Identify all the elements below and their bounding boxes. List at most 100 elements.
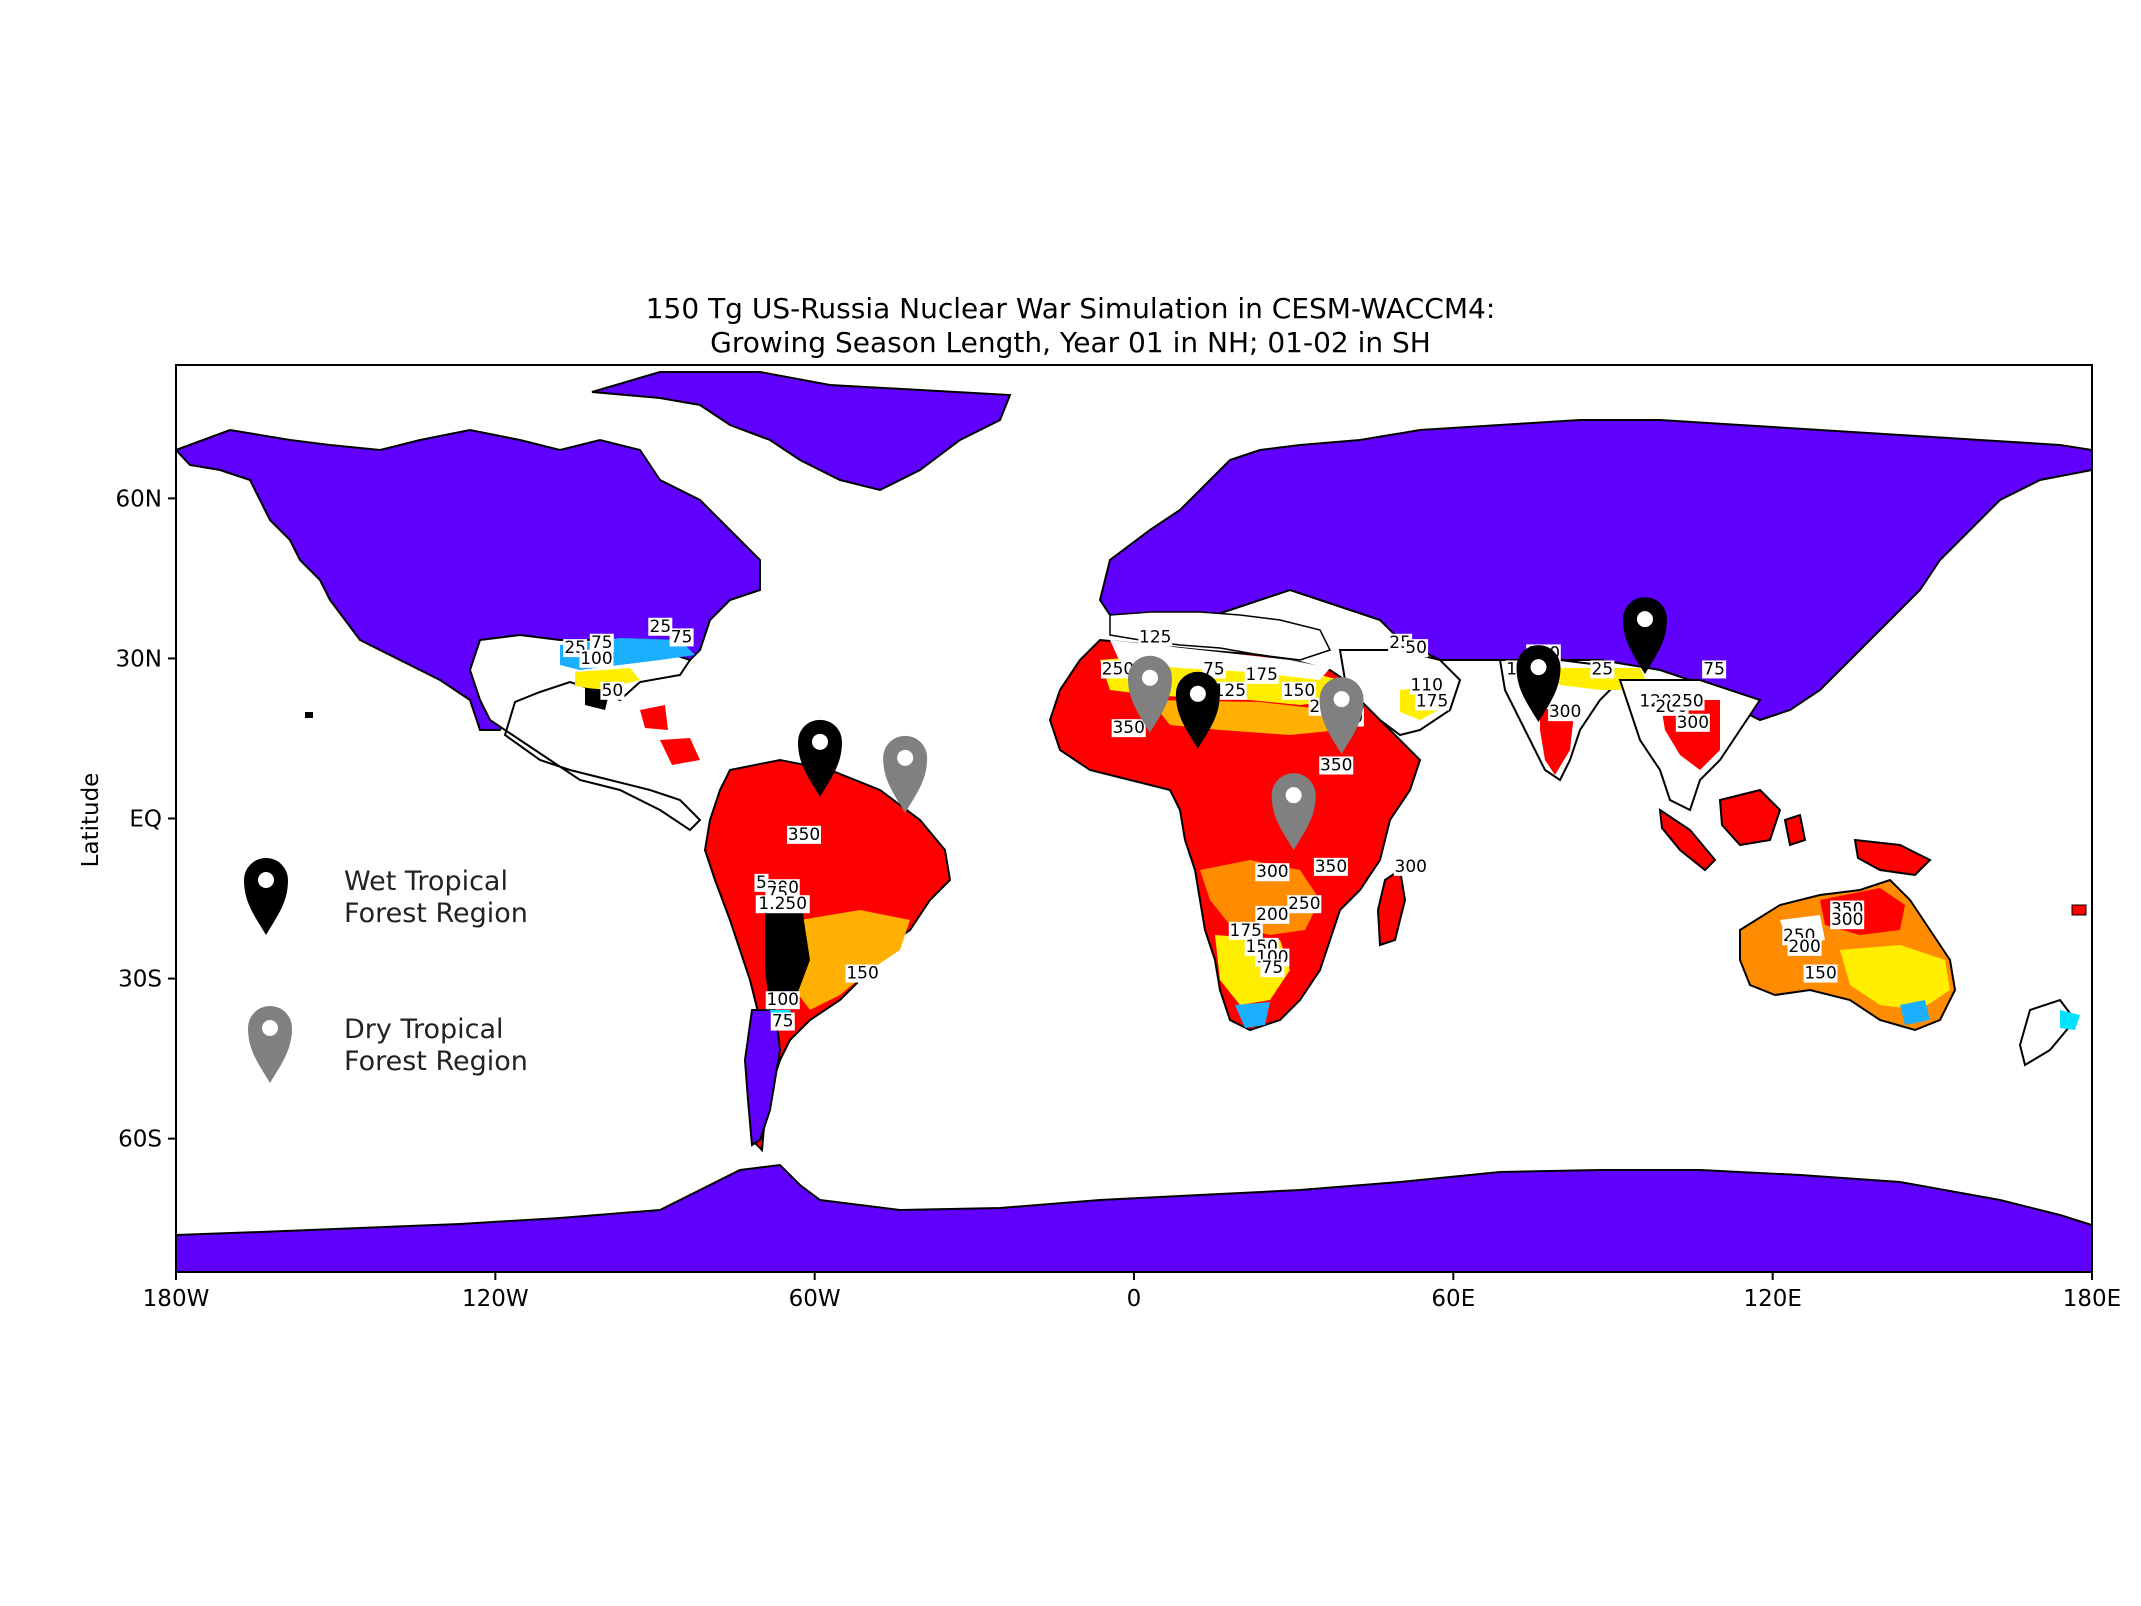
x-tick-label: 180W	[143, 1286, 210, 1312]
australia-yellow	[1840, 945, 1950, 1010]
marker-hole	[1285, 787, 1302, 804]
borneo	[1718, 788, 1782, 847]
contour-label-bg	[845, 964, 880, 983]
y-tick-label: 60N	[116, 486, 162, 512]
central-america-red	[640, 705, 668, 730]
contour-label: 250	[1288, 894, 1320, 914]
contour-label-bg	[1228, 921, 1263, 940]
contour-label: 300	[1549, 702, 1581, 722]
contour-label: 200	[1256, 905, 1288, 925]
marker-hole	[1333, 691, 1350, 708]
madagascar	[1376, 868, 1407, 947]
y-axis-ticks: 60N 30N EQ 30S 60S	[116, 486, 176, 1153]
contour-label: 125	[1139, 627, 1171, 647]
contour-label: 1.250	[758, 894, 807, 914]
marker-hole	[1530, 659, 1547, 676]
contour-label-bg	[1787, 937, 1822, 956]
dry-forest-marker	[883, 735, 928, 813]
contour-label-bg	[1670, 692, 1705, 711]
contour-label-bg	[1111, 719, 1146, 738]
legend-wet-line-2: Forest Region	[344, 898, 528, 929]
contour-label: 75	[1203, 659, 1225, 679]
dry-forest-marker	[1271, 773, 1316, 851]
contour-label-bg	[754, 873, 769, 892]
island	[2071, 904, 2087, 916]
sulawesi	[1783, 813, 1807, 847]
wet-forest-marker	[1622, 597, 1667, 675]
marker-hole	[811, 733, 828, 750]
y-tick-label: 30S	[118, 967, 162, 993]
contour-label: 350	[788, 825, 820, 845]
contour-label-bg	[1255, 863, 1290, 882]
contour-label-bg	[1260, 959, 1285, 978]
new-guinea	[1853, 838, 1932, 877]
x-tick-label: 120W	[462, 1286, 529, 1312]
marker-pin	[1271, 773, 1316, 851]
contour-label-bg	[1281, 681, 1316, 700]
marker-pin	[1175, 671, 1220, 749]
contour-label-bg	[1313, 857, 1348, 876]
contour-label: 300	[1395, 857, 1427, 877]
contour-label-bg	[1393, 857, 1428, 876]
x-tick-label: 180E	[2063, 1286, 2121, 1312]
island	[305, 712, 313, 718]
marker-pin	[883, 735, 928, 813]
southern-africa-orange	[1200, 860, 1320, 935]
new-zealand	[2018, 998, 2077, 1067]
contour-label: 300	[1677, 713, 1709, 733]
contour-label: 25	[650, 617, 672, 637]
contour-label-bg	[1255, 905, 1290, 924]
contour-label-bg	[1404, 639, 1429, 658]
contour-label: 350	[1320, 755, 1352, 775]
wet-forest-marker	[1516, 645, 1561, 723]
contour-label: 75	[671, 627, 693, 647]
forest-region-markers	[797, 597, 1667, 851]
contour-label: 300	[1831, 910, 1863, 930]
legend-dry-line-2: Forest Region	[344, 1046, 528, 1077]
contour-label-bg	[1138, 628, 1173, 647]
legend-dry-line-1: Dry Tropical	[344, 1014, 504, 1045]
contour-label: 350	[1315, 857, 1347, 877]
contour-label: 200	[1788, 937, 1820, 957]
contour-label: 75	[772, 1012, 794, 1032]
contour-label: 175	[1416, 691, 1448, 711]
x-tick-label: 0	[1127, 1286, 1142, 1312]
contour-label: 50	[602, 681, 624, 701]
eurasia	[1098, 419, 2092, 722]
contour-label-bg	[579, 649, 614, 668]
contour-label-bg	[770, 1012, 795, 1031]
contour-label: 100	[580, 649, 612, 669]
contour-label: 75	[591, 633, 613, 653]
chart-title-line-2: Growing Season Length, Year 01 in NH; 01…	[710, 326, 1431, 359]
southern-us-mexico	[468, 633, 702, 832]
legend-wet-line-1: Wet Tropical	[344, 866, 508, 897]
marker-hole	[1636, 611, 1653, 628]
contour-label: 125	[1214, 681, 1246, 701]
contour-label: 50	[1405, 638, 1427, 658]
contour-label-bg	[1101, 660, 1136, 679]
marker-pin	[1127, 655, 1172, 733]
australia-cyan	[1900, 1000, 1930, 1025]
south-america-orange	[795, 910, 910, 1010]
contour-label-bg	[600, 681, 625, 700]
sumatra	[1658, 807, 1717, 872]
contour-label: 250	[1671, 691, 1703, 711]
caribbean-red	[660, 738, 700, 765]
contour-label-bg	[1675, 713, 1710, 732]
dry-forest-marker	[1319, 677, 1364, 755]
marker-pin	[1319, 677, 1364, 755]
marker-hole	[1189, 685, 1206, 702]
contour-label-bg	[1590, 660, 1615, 679]
contour-label: 150	[846, 964, 878, 984]
x-tick-label: 120E	[1743, 1286, 1801, 1312]
legend-dry-marker	[248, 1006, 292, 1083]
contour-labels: 25751002575503505300751.2501501007512525…	[563, 617, 1865, 1032]
contour-label-bg	[1244, 665, 1279, 684]
marker-pin	[797, 719, 842, 797]
southern-africa-cyan	[1235, 1002, 1270, 1028]
contour-label: 150	[1804, 964, 1836, 984]
contour-label-bg	[787, 825, 822, 844]
legend: Wet Tropical Forest Region Dry Tropical …	[244, 858, 528, 1083]
contour-label-bg	[1287, 895, 1322, 914]
y-tick-label: EQ	[129, 807, 162, 833]
